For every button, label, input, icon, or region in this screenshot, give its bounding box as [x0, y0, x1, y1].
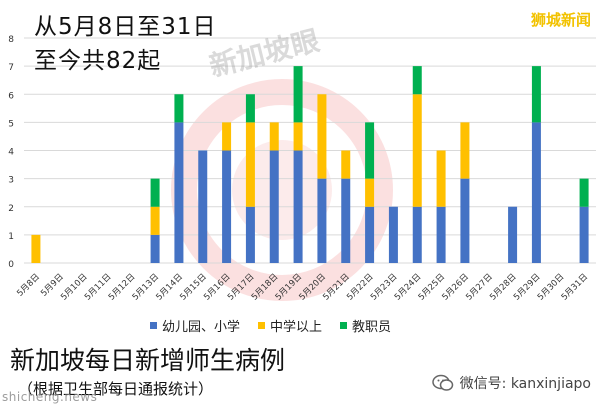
bar-segment [436, 206, 446, 263]
bar-segment [245, 206, 255, 263]
bar-segment [365, 206, 375, 263]
legend-label-secondary: 中学以上 [270, 320, 323, 335]
wechat-icon [431, 374, 453, 391]
bar-segment [579, 206, 589, 263]
chart-gridlines [24, 37, 596, 264]
bar-segment [460, 122, 470, 179]
legend-swatch-staff [340, 322, 348, 329]
y-tick-label: 3 [8, 176, 14, 186]
legend-label-primary: 幼儿园、小学 [162, 320, 241, 335]
chart-title-line2: 至今共82起 [34, 48, 162, 74]
bar-segment [222, 150, 232, 263]
bar-segment [174, 122, 184, 263]
chart-bars [31, 66, 589, 263]
bar-segment [269, 150, 279, 263]
bar-segment [365, 178, 375, 207]
bar-segment [31, 234, 41, 263]
bar-segment [412, 206, 422, 263]
bar-segment [150, 178, 160, 207]
bar-segment [174, 94, 184, 123]
wechat-id: 微信号: kanxinjiapo [431, 372, 591, 394]
bar-segment [365, 122, 375, 179]
source-watermark: shicheng.news [2, 390, 98, 404]
bar-segment [198, 150, 208, 263]
chart-legend: 幼儿园、小学 中学以上 教职员 [150, 316, 391, 335]
bar-segment [460, 178, 470, 263]
watermark-logo-icon [171, 79, 393, 301]
bar-segment [150, 206, 160, 235]
y-tick-label: 6 [8, 91, 14, 101]
bar-segment [412, 94, 422, 207]
bar-segment [293, 122, 303, 151]
bar-segment [317, 94, 327, 179]
bar-segment [293, 66, 303, 123]
bar-segment [150, 234, 160, 263]
bar-segment [436, 150, 446, 207]
legend-swatch-secondary [258, 322, 266, 329]
y-tick-label: 8 [8, 35, 14, 45]
y-tick-label: 7 [8, 63, 14, 73]
watermark-ring-inner [232, 140, 332, 240]
legend-swatch-primary [150, 322, 157, 329]
legend-item-secondary: 中学以上 [258, 316, 322, 335]
y-tick-label: 1 [8, 232, 14, 242]
legend-item-primary: 幼儿园、小学 [150, 316, 240, 335]
chart-title-line1: 从5月8日至31日 [34, 14, 217, 40]
bar-segment [269, 122, 279, 151]
bar-segment [341, 178, 351, 263]
y-axis-ticks: 0 1 2 3 4 5 6 7 8 [8, 35, 14, 270]
bar-segment [531, 66, 541, 123]
bar-segment [222, 122, 232, 151]
bar-segment [531, 122, 541, 263]
y-tick-label: 5 [8, 119, 14, 129]
bar-segment [341, 150, 351, 179]
y-tick-label: 2 [8, 204, 14, 214]
watermark-ring-outer [171, 79, 393, 301]
bar-segment [412, 66, 422, 95]
y-tick-label: 4 [8, 148, 14, 158]
bar-segment [293, 150, 303, 263]
bar-segment [245, 94, 255, 123]
footer-title: 新加坡每日新增师生病例 [10, 346, 286, 375]
bar-segment [388, 206, 398, 263]
bar-segment [508, 206, 518, 263]
legend-item-staff: 教职员 [340, 316, 391, 335]
bar-segment [579, 178, 589, 207]
wechat-label: 微信号: kanxinjiapo [459, 376, 591, 392]
x-tick-label: 5月31日 [560, 272, 591, 303]
x-tick-label: 5月8日 [15, 272, 42, 299]
footer-subtitle: （根据卫生部每日通报统计） [18, 380, 214, 398]
bar-segment [317, 178, 327, 263]
legend-label-staff: 教职员 [352, 320, 392, 335]
bar-segment [245, 122, 255, 207]
brand-label: 狮城新闻 [530, 11, 591, 29]
y-tick-label: 0 [8, 260, 14, 270]
